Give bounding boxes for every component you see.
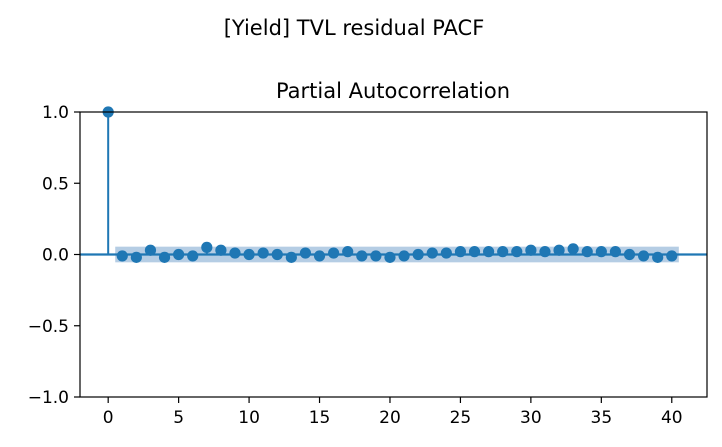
x-tick-label: 40: [661, 408, 683, 428]
data-point: [595, 246, 607, 258]
data-point: [173, 248, 185, 261]
data-point: [130, 251, 142, 263]
data-point: [637, 250, 650, 262]
y-tick-label: −0.5: [28, 317, 69, 337]
data-point: [454, 246, 467, 258]
x-tick-label: 0: [103, 408, 114, 428]
data-point: [483, 246, 495, 258]
data-point: [553, 244, 565, 256]
data-point: [652, 251, 664, 263]
y-tick-label: 0.0: [42, 246, 69, 266]
data-point: [511, 246, 523, 258]
data-point: [285, 251, 297, 263]
data-point: [271, 248, 283, 261]
data-point: [215, 244, 227, 256]
x-tick-label: 25: [450, 408, 472, 428]
data-point: [342, 246, 354, 258]
data-point: [398, 250, 410, 262]
data-point: [525, 244, 537, 256]
data-point: [412, 248, 424, 261]
data-point: [299, 247, 312, 259]
x-tick-label: 20: [379, 408, 401, 428]
chart-title: Partial Autocorrelation: [276, 79, 510, 103]
x-tick-label: 5: [173, 408, 184, 428]
x-tick-label: 35: [591, 408, 613, 428]
data-point: [356, 250, 368, 262]
data-point: [426, 247, 438, 259]
x-tick-label: 10: [238, 408, 260, 428]
data-point: [187, 250, 199, 262]
data-point: [370, 250, 382, 262]
plot-area: 0 5 10 15 20 25 30 35 40 1.0 0.5 0.0 −0.5 −1.0: [28, 103, 708, 428]
data-point: [384, 251, 396, 263]
y-tick-label: 0.5: [42, 174, 69, 194]
data-point: [623, 248, 636, 261]
y-tick-label: −1.0: [28, 388, 69, 408]
data-point: [201, 241, 213, 253]
data-point: [116, 250, 128, 262]
figure-suptitle: [Yield] TVL residual PACF: [224, 16, 485, 40]
y-tick-label: 1.0: [42, 103, 69, 123]
data-point: [609, 246, 622, 258]
data-point: [497, 246, 509, 258]
x-tick-label: 30: [520, 408, 542, 428]
data-point: [257, 247, 269, 259]
data-point: [666, 250, 678, 262]
data-point: [229, 247, 241, 259]
data-point: [567, 243, 579, 255]
data-point: [440, 247, 452, 259]
x-tick-label: 15: [309, 408, 331, 428]
data-point: [468, 246, 481, 258]
data-point: [328, 247, 340, 259]
data-point: [313, 250, 326, 262]
data-point: [144, 244, 157, 256]
data-point: [539, 246, 551, 258]
data-point: [158, 251, 171, 263]
data-point: [581, 246, 593, 258]
data-point: [243, 248, 255, 261]
